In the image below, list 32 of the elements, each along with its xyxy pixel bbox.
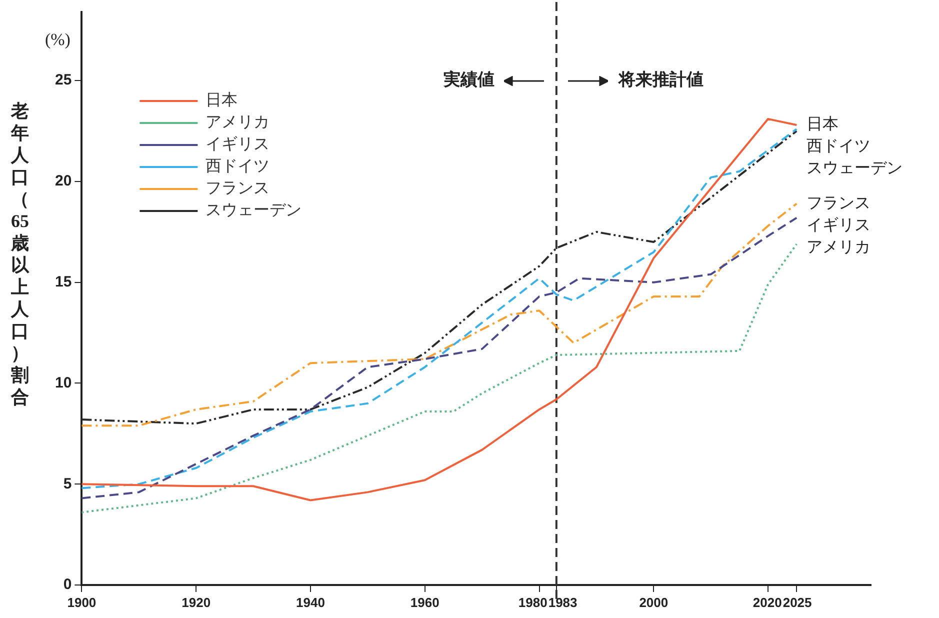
text: 老年人口（65歳以上人口）割合	[11, 101, 29, 407]
x-tick-label: 2025	[782, 595, 812, 610]
legend-label: 日本	[206, 91, 238, 110]
y-tick-label: 0	[63, 576, 72, 594]
text: 日本	[806, 116, 839, 134]
annotation: 実績値	[442, 70, 494, 89]
text: (%)	[44, 30, 70, 50]
x-tick-label: 1920	[182, 595, 211, 610]
text: アメリカ	[806, 238, 871, 256]
legend-label: アメリカ	[206, 114, 270, 132]
y-tick-label: 10	[54, 374, 72, 392]
y-tick-label: 20	[54, 172, 72, 190]
y-tick-label: 5	[63, 475, 72, 492]
text: スウェーデン	[806, 160, 903, 178]
x-tick-label: 1900	[67, 595, 96, 610]
text: イギリス	[806, 216, 871, 234]
line-series	[82, 202, 798, 427]
y-tick-label: 15	[54, 274, 72, 290]
text: フランス	[806, 194, 871, 212]
y-tick-label: 25	[54, 72, 72, 89]
x-tick-label: 2000	[639, 595, 668, 610]
x-tick-label: 2020	[752, 595, 782, 610]
text: 西ドイツ	[806, 138, 871, 156]
x-tick-label: 1940	[296, 595, 325, 610]
legend-label: イギリス	[206, 135, 270, 154]
annotation: 将来推計値	[617, 70, 704, 89]
x-tick-label: 1960	[410, 595, 440, 610]
x-tick-label: 1983	[548, 595, 578, 610]
legend-label: 西ドイツ	[206, 158, 270, 176]
legend-label: フランス	[206, 180, 270, 198]
x-tick-label: 1980	[518, 595, 548, 610]
legend-label: スウェーデン	[206, 202, 302, 220]
